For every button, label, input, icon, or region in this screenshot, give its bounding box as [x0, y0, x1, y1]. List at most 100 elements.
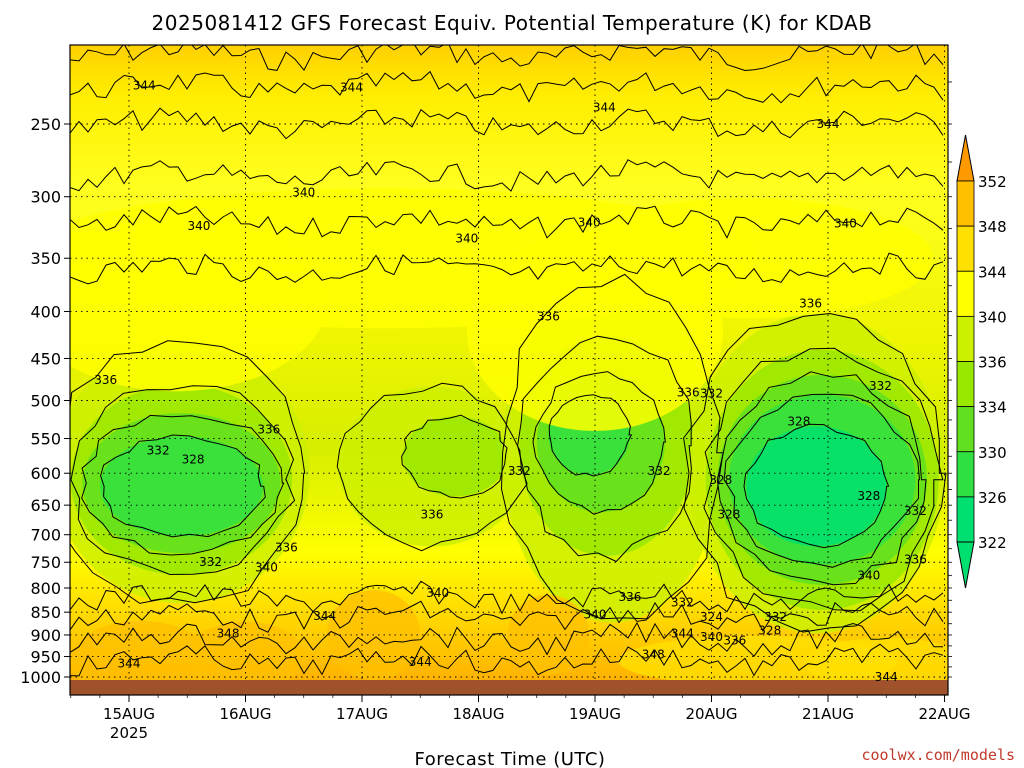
contour-label: 328 — [718, 507, 741, 521]
contour-label: 328 — [182, 453, 205, 467]
x-tick-label: 16AUG — [220, 705, 272, 723]
contour-label: 332 — [147, 444, 170, 458]
contour-line — [70, 45, 944, 72]
contour-line — [500, 273, 724, 620]
y-axis: 250 300 350 400 450 500 550 600 650 700 750 800 850 9… — [20, 81, 952, 687]
contour-label: 340 — [187, 219, 210, 233]
y-tick-label: 350 — [30, 249, 61, 268]
contour-label: 328 — [787, 414, 810, 428]
contour-lines — [70, 45, 947, 677]
contour-label: 340 — [578, 215, 601, 229]
contour-label: 336 — [677, 385, 700, 399]
credit-text: coolwx.com/models — [861, 746, 1015, 764]
x-tick-label: 18AUG — [453, 705, 505, 723]
contour-line — [723, 393, 921, 568]
x-axis-label: Forecast Time (UTC) — [415, 749, 606, 768]
field-region — [70, 211, 328, 392]
contour-label: 332 — [671, 596, 694, 610]
y-tick-label: 900 — [30, 626, 61, 645]
contour-label: 328 — [709, 473, 732, 487]
contour-label: 344 — [118, 657, 141, 671]
contour-label: 344 — [671, 627, 694, 641]
contour-label: 344 — [409, 655, 432, 669]
colorbar-label: 348 — [978, 218, 1007, 236]
colorbar-swatch — [956, 270, 975, 317]
contour-label: 336 — [94, 373, 117, 387]
y-tick-label: 700 — [30, 526, 61, 545]
colorbar-swatch — [956, 496, 975, 543]
colorbar-swatch — [956, 180, 975, 227]
x-tick-label: 22AUG — [919, 705, 971, 723]
y-tick-label: 1000 — [20, 668, 61, 687]
contour-label: 336 — [537, 309, 560, 323]
contour-label: 328 — [758, 624, 781, 638]
contour-line — [70, 159, 944, 192]
contour-line — [683, 312, 947, 633]
field-region — [99, 436, 263, 537]
contour-line — [100, 434, 266, 538]
colorbar-extend-max — [956, 134, 975, 182]
x-tick-label: 21AUG — [802, 705, 854, 723]
contour-label: 344 — [340, 80, 363, 94]
y-tick-label: 300 — [30, 188, 61, 207]
contour-line — [70, 70, 944, 104]
contour-label: 336 — [257, 423, 280, 437]
colorbar-label: 352 — [978, 173, 1007, 191]
contour-label: 324 — [700, 610, 723, 624]
colorbar-label: 322 — [978, 534, 1007, 552]
colorbar-swatch — [956, 406, 975, 453]
contour-label: 344 — [817, 117, 840, 131]
plot-frame — [69, 44, 949, 696]
y-tick-label: 400 — [30, 302, 61, 321]
contour-label: 332 — [648, 464, 671, 478]
contour-line — [532, 371, 666, 515]
contour-line — [70, 252, 944, 285]
colorbar: 352 348 344 340 336 334 330 326 322 — [956, 134, 1007, 589]
contour-label: 348 — [642, 647, 665, 661]
colorbar-label: 344 — [978, 263, 1007, 281]
y-tick-label: 500 — [30, 392, 61, 411]
colorbar-swatch — [956, 315, 975, 362]
colorbar-label: 326 — [978, 489, 1007, 507]
contour-line — [81, 414, 285, 556]
contour-line — [548, 394, 633, 477]
colorbar-swatch — [956, 361, 975, 408]
contour-label: 340 — [426, 586, 449, 600]
contour-label: 336 — [275, 541, 298, 555]
x-year-label: 2025 — [110, 724, 148, 742]
y-tick-label: 750 — [30, 553, 61, 572]
contour-label: 344 — [875, 670, 898, 684]
x-tick-label: 15AUG — [103, 705, 155, 723]
contour-label: 336 — [904, 553, 927, 567]
contour-label: 332 — [869, 379, 892, 393]
contour-line — [70, 340, 306, 604]
x-tick-label: 19AUG — [569, 705, 621, 723]
contour-label: 328 — [857, 489, 880, 503]
contour-line — [70, 600, 944, 633]
contour-line — [70, 107, 944, 140]
colorbar-label: 336 — [978, 354, 1007, 372]
colorbar-swatch — [956, 451, 975, 498]
colorbar-label: 340 — [978, 308, 1007, 326]
gridlines — [70, 45, 948, 695]
contour-line — [336, 382, 528, 552]
contour-label: 336 — [618, 590, 641, 604]
y-tick-label: 450 — [30, 349, 61, 368]
surface-ground — [70, 680, 948, 695]
contour-label: 332 — [700, 386, 723, 400]
contour-label: 344 — [133, 79, 156, 93]
contour-label: 332 — [199, 555, 222, 569]
y-tick-label: 250 — [30, 115, 61, 134]
contour-label: 348 — [217, 627, 240, 641]
contour-label: 336 — [799, 296, 822, 310]
y-tick-label: 650 — [30, 496, 61, 515]
contour-label: 336 — [420, 507, 443, 521]
colorbar-label: 330 — [978, 444, 1007, 462]
contour-line — [70, 643, 944, 677]
field-region — [466, 230, 724, 431]
contour-label: 332 — [508, 464, 531, 478]
colorbar-extend-min — [956, 541, 975, 589]
contour-label: 340 — [857, 568, 880, 582]
